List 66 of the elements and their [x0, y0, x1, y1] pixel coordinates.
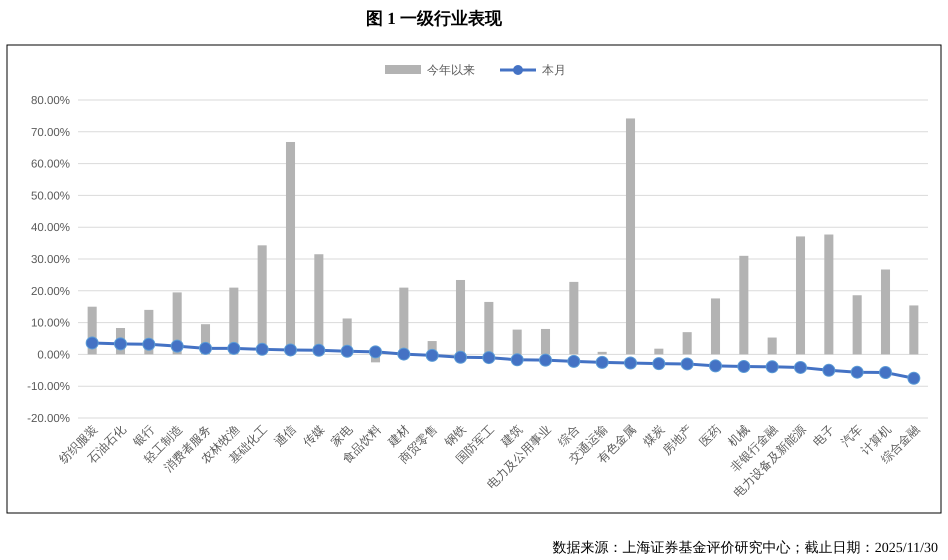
- point: [539, 354, 552, 367]
- y-tick-label: 30.00%: [30, 254, 70, 266]
- point: [680, 357, 694, 370]
- legend-label: 本月: [542, 63, 566, 77]
- bar: [456, 280, 466, 354]
- point: [510, 353, 524, 366]
- point: [737, 360, 750, 373]
- bar: [654, 348, 664, 354]
- x-tick-label: 通信: [272, 422, 299, 450]
- y-tick-label: 60.00%: [30, 158, 70, 171]
- point: [596, 356, 609, 369]
- bar: [739, 256, 748, 354]
- point: [397, 348, 410, 361]
- point: [340, 344, 354, 358]
- y-tick-label: 0.00%: [37, 349, 70, 362]
- source-note: 数据来源：上海证券基金评价研究中心；截止日期：2025/11/30: [552, 540, 938, 556]
- y-tick-label: 20.00%: [30, 286, 70, 298]
- point: [170, 340, 184, 353]
- bar: [710, 298, 720, 354]
- y-tick-label: 10.00%: [30, 318, 70, 330]
- point: [227, 342, 240, 355]
- y-tick-label: 40.00%: [30, 222, 70, 234]
- y-tick-label: -10.00%: [27, 381, 70, 394]
- y-tick-label: -20.00%: [27, 413, 70, 425]
- point: [482, 351, 496, 364]
- chart-title: 图 1 一级行业表现: [366, 9, 503, 28]
- point: [879, 366, 892, 380]
- bar: [569, 282, 578, 354]
- point: [284, 343, 297, 356]
- point: [567, 354, 580, 368]
- bar: [598, 352, 607, 354]
- bar: [852, 295, 862, 354]
- legend-label: 今年以来: [427, 63, 475, 77]
- point: [822, 364, 836, 377]
- bar: [540, 328, 550, 354]
- point: [199, 342, 212, 355]
- bar: [824, 234, 834, 354]
- bar: [880, 269, 890, 354]
- point: [652, 357, 666, 370]
- point: [850, 366, 864, 379]
- point: [86, 336, 99, 350]
- x-tick-label: 传媒: [300, 422, 327, 450]
- point: [454, 350, 467, 364]
- bar: [768, 338, 777, 354]
- point: [426, 348, 439, 362]
- point: [624, 356, 637, 370]
- point: [312, 344, 326, 357]
- x-tick-label: 医药: [696, 422, 724, 450]
- point: [256, 342, 269, 356]
- point: [766, 360, 779, 374]
- bar: [682, 332, 692, 354]
- point: [794, 360, 807, 374]
- point: [907, 372, 920, 385]
- point: [142, 338, 156, 351]
- bar: [626, 118, 636, 354]
- y-tick-label: 80.00%: [30, 95, 70, 107]
- y-tick-label: 70.00%: [30, 126, 70, 139]
- bar: [484, 302, 494, 354]
- point: [114, 337, 127, 350]
- bar: [512, 330, 522, 354]
- point: [369, 345, 382, 358]
- bar: [909, 305, 918, 354]
- y-tick-label: 50.00%: [30, 190, 70, 202]
- bar: [796, 236, 806, 354]
- point: [709, 359, 722, 372]
- x-tick-label: 电子: [810, 422, 837, 450]
